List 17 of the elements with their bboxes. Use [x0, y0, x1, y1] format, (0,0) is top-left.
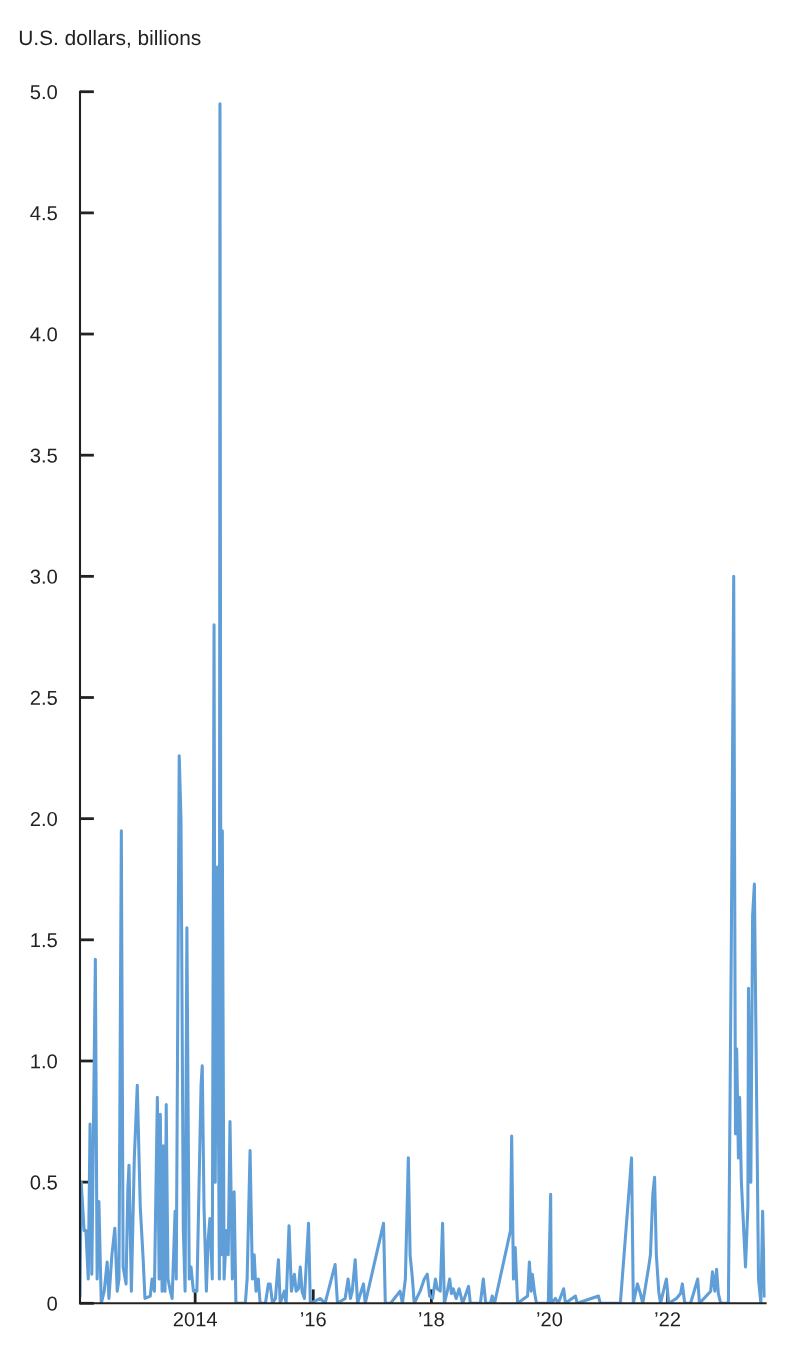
y-axis-title: U.S. dollars, billions: [19, 29, 201, 48]
y-tick-label: 1.0: [31, 1054, 57, 1069]
x-tick-label: 2014: [173, 1312, 217, 1327]
y-tick-label: 5.0: [30, 84, 57, 100]
y-tick-label: 3.5: [30, 448, 57, 463]
y-tick-label: 4.5: [30, 206, 57, 221]
y-tick-label: 3.0: [30, 569, 57, 584]
y-tick-label: 2.0: [30, 811, 57, 827]
x-tick-label: ’20: [537, 1312, 563, 1327]
y-tick-label: 0: [47, 1296, 57, 1311]
x-tick-label: ’18: [419, 1312, 444, 1327]
y-tick-label: 0.5: [30, 1175, 57, 1190]
y-tick-label: 2.5: [30, 690, 57, 705]
x-tick-label: ’22: [655, 1312, 680, 1327]
y-tick-label: 1.5: [31, 933, 57, 948]
y-tick-label: 4.0: [30, 327, 57, 342]
x-tick-label: ’16: [301, 1312, 326, 1327]
